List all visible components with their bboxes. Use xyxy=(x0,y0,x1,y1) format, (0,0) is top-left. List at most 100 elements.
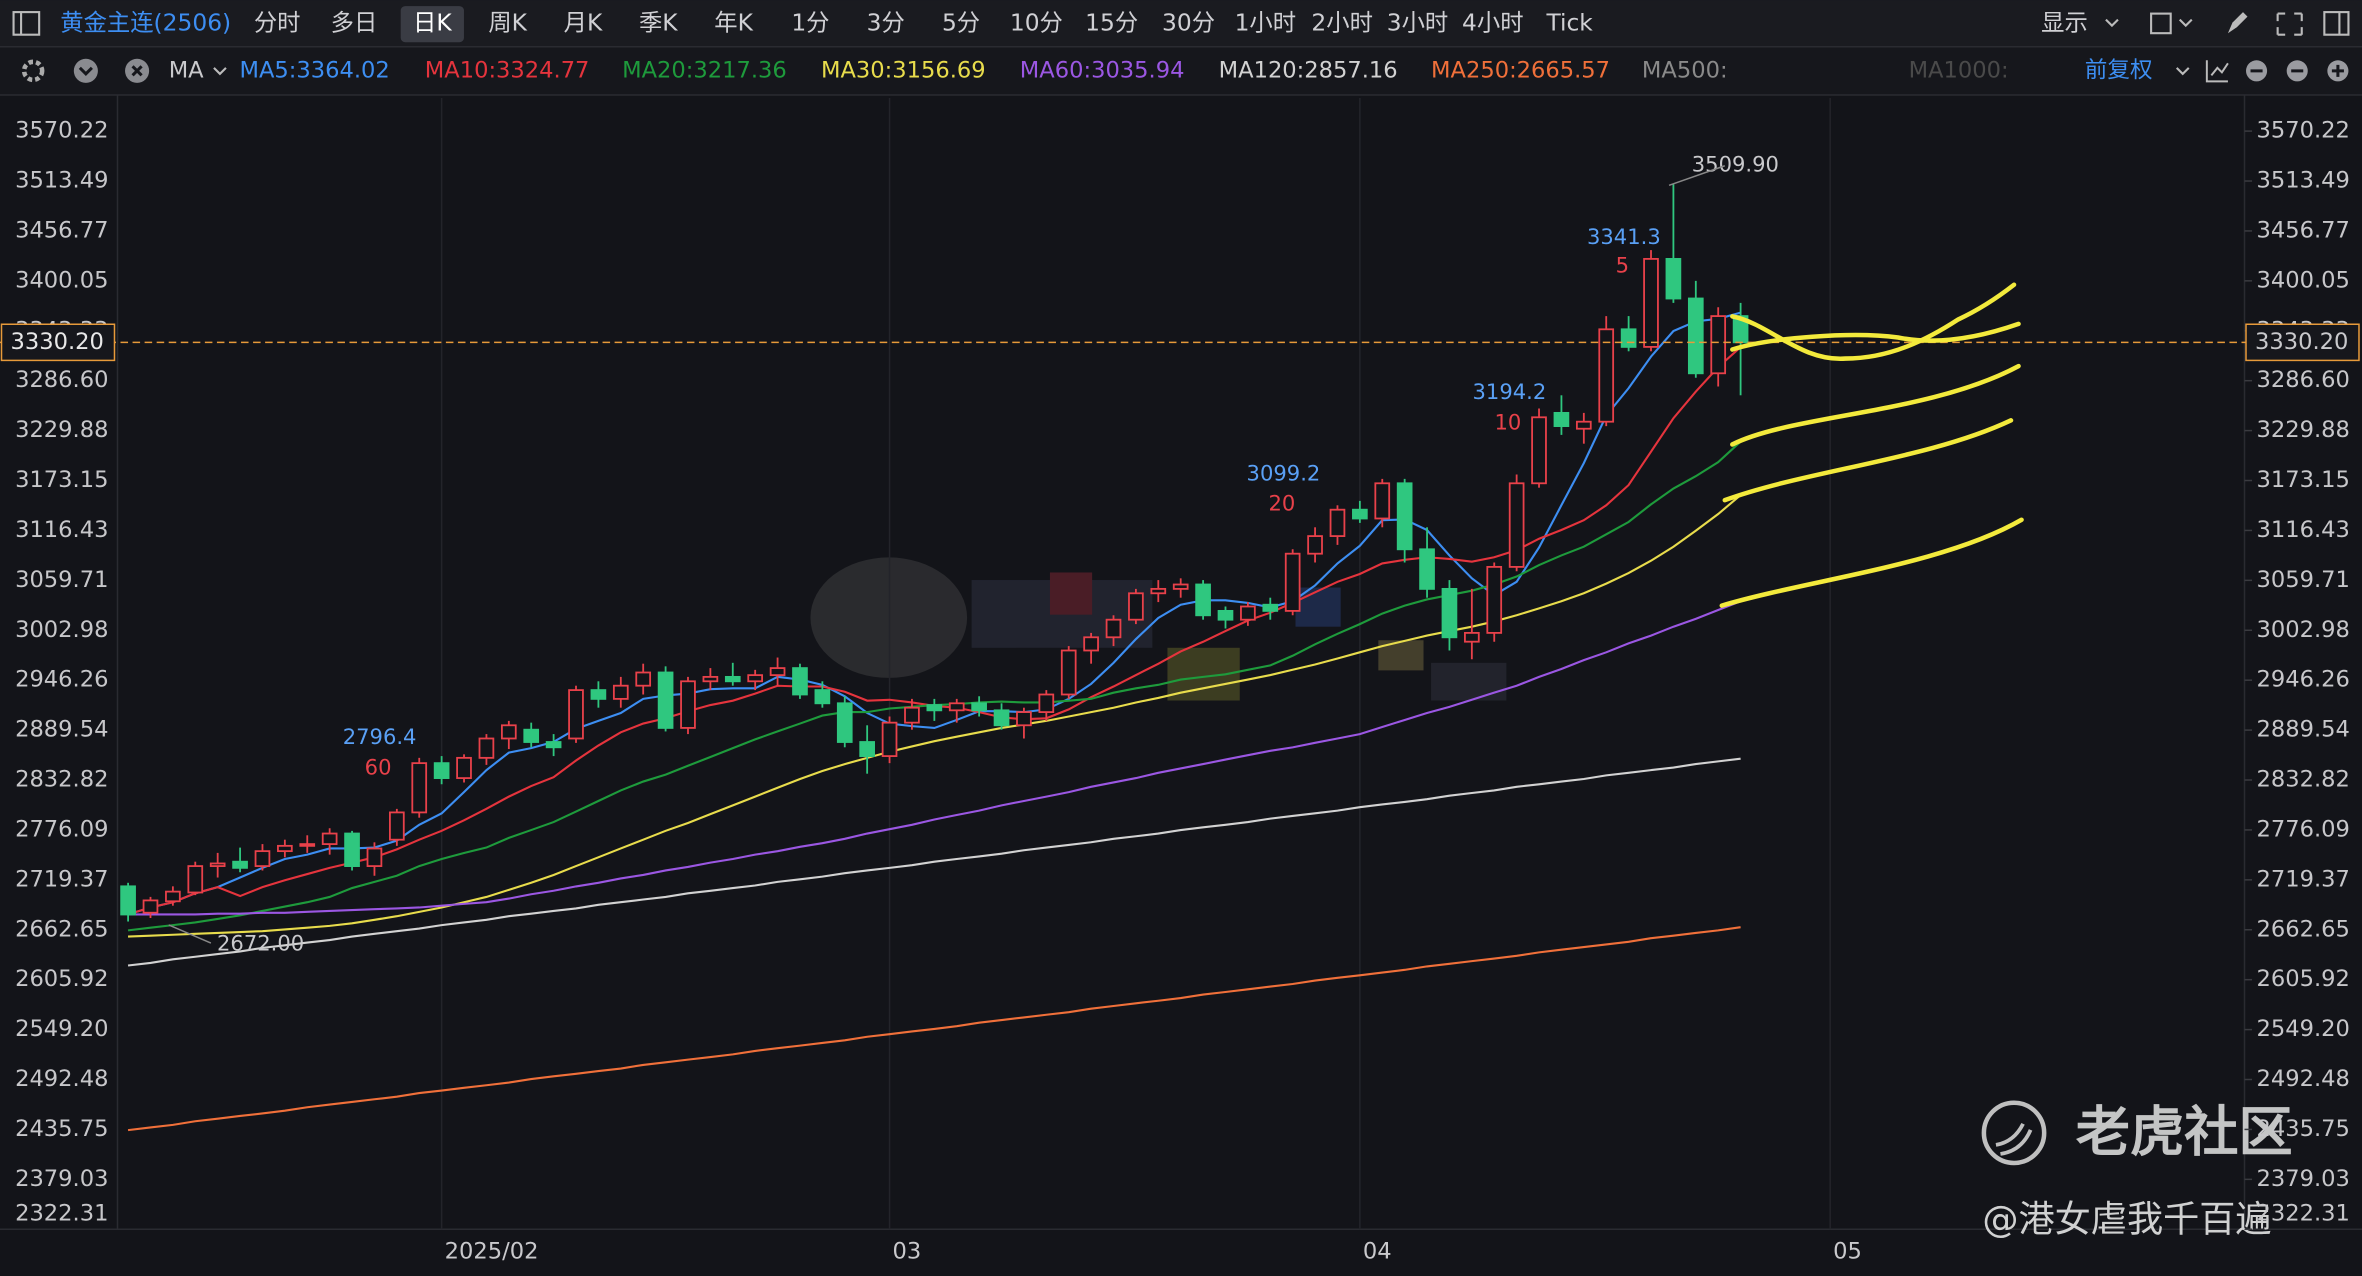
chart-type-icon[interactable] xyxy=(2205,60,2229,83)
indicator-name[interactable]: MA xyxy=(169,57,204,83)
y-tick-label: 2946.26 xyxy=(15,667,108,693)
projection-line xyxy=(1730,363,2021,447)
y-tick-label-right: 3570.22 xyxy=(2257,118,2350,144)
period-button[interactable]: 年K xyxy=(714,9,753,37)
y-tick-label: 3513.49 xyxy=(15,168,108,194)
candle-body xyxy=(232,860,248,869)
period-button[interactable]: 周K xyxy=(488,9,527,37)
y-tick-label: 2549.20 xyxy=(15,1016,108,1042)
period-button[interactable]: 5分 xyxy=(942,9,980,37)
y-tick-label: 3116.43 xyxy=(15,517,108,543)
candle-body xyxy=(814,689,831,705)
panel-icon[interactable] xyxy=(2323,11,2350,36)
y-tick-label: 2662.65 xyxy=(15,916,108,942)
candle-body xyxy=(680,680,696,729)
legend-entry[interactable]: MA120:2857.16 xyxy=(1219,57,1398,83)
legend-entry[interactable]: MA5:3364.02 xyxy=(240,57,390,83)
candle-body xyxy=(500,724,517,740)
collapse-icon[interactable] xyxy=(73,58,98,83)
period-button[interactable]: 30分 xyxy=(1162,9,1215,37)
period-button[interactable]: 15分 xyxy=(1085,9,1138,37)
projection-line xyxy=(1722,418,2014,503)
candle-body xyxy=(635,671,652,687)
period-button[interactable]: 多日 xyxy=(331,9,378,37)
adjust-menu[interactable]: 前复权 xyxy=(2085,57,2153,83)
period-button[interactable]: 3分 xyxy=(867,9,905,37)
y-tick-label-right: 3513.49 xyxy=(2257,168,2350,194)
period-button[interactable]: 1小时 xyxy=(1235,9,1297,37)
candle-body xyxy=(1575,420,1592,430)
display-menu[interactable]: 显示 xyxy=(2041,9,2088,37)
y-tick-label: 2776.09 xyxy=(15,816,108,842)
watermark-author: @港女虐我千百遍 xyxy=(1982,1198,2271,1241)
legend-entry[interactable]: MA30:3156.69 xyxy=(821,57,986,83)
candle-body xyxy=(568,689,584,740)
x-tick-label: 03 xyxy=(893,1238,922,1264)
candle-body xyxy=(904,706,920,724)
candle-body xyxy=(926,704,943,712)
y-tick-label-right: 3229.88 xyxy=(2257,417,2350,443)
period-button[interactable]: 季K xyxy=(639,9,678,37)
period-button[interactable]: 3小时 xyxy=(1387,9,1449,37)
y-tick-label-right: 2832.82 xyxy=(2257,767,2350,793)
settings-icon[interactable] xyxy=(21,59,45,83)
layout-icon[interactable] xyxy=(2150,12,2172,35)
candle-body xyxy=(1060,649,1077,696)
legend-entry[interactable]: MA20:3217.36 xyxy=(622,57,787,83)
annotation: 60 xyxy=(365,754,392,779)
y-tick-label: 2435.75 xyxy=(15,1116,108,1142)
annotation: 2796.4 xyxy=(343,724,417,749)
candle-body xyxy=(344,832,360,867)
draw-icon[interactable] xyxy=(2227,12,2248,34)
current-price-label: 3330.20 xyxy=(11,329,104,355)
candle-body xyxy=(881,721,898,757)
candle-body xyxy=(1419,548,1435,590)
y-tick-label-right: 2662.65 xyxy=(2257,916,2350,942)
symbol[interactable]: 黄金主连(2506) xyxy=(60,9,231,37)
y-tick-label: 2605.92 xyxy=(15,966,108,992)
y-tick-label-right: 2549.20 xyxy=(2257,1016,2350,1042)
annotation: 5 xyxy=(1616,253,1629,278)
candle-body xyxy=(165,890,181,903)
period-button[interactable]: 1分 xyxy=(791,9,829,37)
candle-body xyxy=(1687,297,1704,375)
period-button[interactable]: 2小时 xyxy=(1311,9,1373,37)
candle-body xyxy=(411,762,428,814)
period-button[interactable]: 日K xyxy=(413,9,452,37)
legend-entry[interactable]: MA60:3035.94 xyxy=(1020,57,1185,83)
period-button[interactable]: Tick xyxy=(1545,9,1593,37)
legend-entry[interactable]: MA250:2665.57 xyxy=(1431,57,1610,83)
y-tick-label-right: 3059.71 xyxy=(2257,567,2350,593)
candle-body xyxy=(724,675,741,683)
y-tick-label-right: 2946.26 xyxy=(2257,667,2350,693)
y-tick-label-right: 2492.48 xyxy=(2257,1066,2350,1092)
blur-shape xyxy=(971,580,1153,648)
period-button[interactable]: 4小时 xyxy=(1462,9,1524,37)
fullscreen-icon[interactable] xyxy=(2276,12,2303,36)
candle-body xyxy=(545,741,562,749)
current-price-tag xyxy=(2245,323,2360,362)
y-tick-label: 2492.48 xyxy=(15,1066,108,1092)
candle-body xyxy=(187,865,204,894)
legend-entry[interactable]: MA1000: xyxy=(1909,57,2009,83)
candle-body xyxy=(971,702,987,712)
period-button[interactable]: 10分 xyxy=(1010,9,1063,37)
collapse-icon xyxy=(78,66,93,76)
candle-body xyxy=(209,862,226,867)
legend-entry[interactable]: MA10:3324.77 xyxy=(425,57,590,83)
ma-line xyxy=(127,926,1741,1132)
period-button[interactable]: 分时 xyxy=(254,9,301,37)
period-button[interactable]: 月K xyxy=(564,9,603,37)
candle-body xyxy=(1531,416,1547,485)
legend-entry[interactable]: MA500: xyxy=(1642,57,1728,83)
y-tick-label: 3002.98 xyxy=(15,617,108,643)
candle-body xyxy=(1083,636,1099,652)
toolbar xyxy=(0,0,2362,47)
sidebar-icon[interactable] xyxy=(12,11,41,36)
y-tick-label-right: 2322.31 xyxy=(2257,1201,2350,1227)
dropdown-arrow xyxy=(2178,18,2193,28)
close-icon xyxy=(131,65,143,77)
annotation: 2672.00 xyxy=(217,931,304,956)
candle-body xyxy=(1217,609,1234,621)
ma-line xyxy=(127,757,1741,967)
